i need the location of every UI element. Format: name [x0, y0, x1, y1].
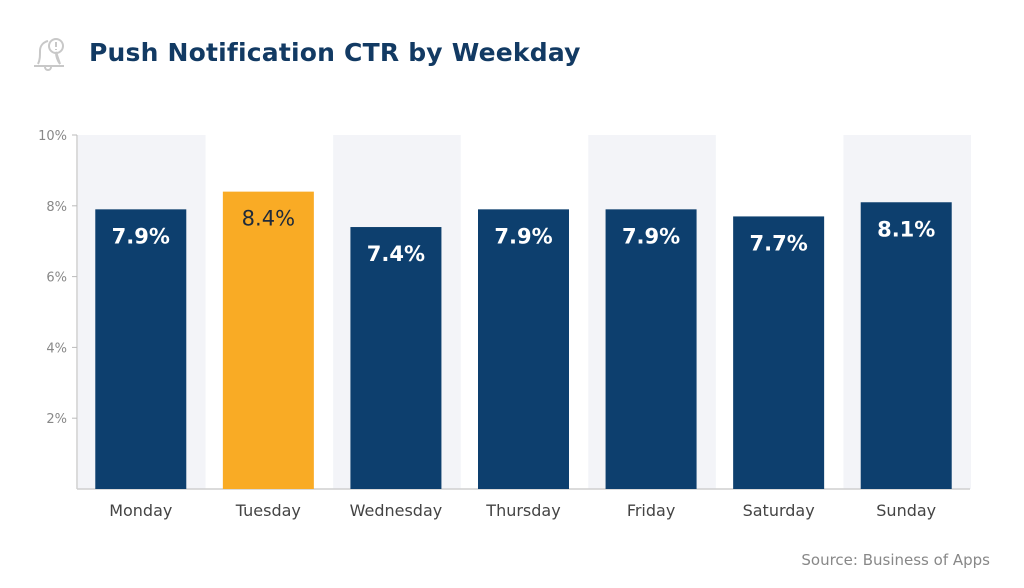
x-tick-label: Friday — [627, 501, 676, 520]
bar-saturday — [733, 216, 825, 490]
x-tick-label: Monday — [109, 501, 172, 520]
data-label: 7.4% — [367, 242, 425, 266]
data-label: 7.9% — [622, 224, 680, 248]
bar-wednesday — [350, 227, 442, 490]
bell-alert-icon — [30, 34, 70, 80]
x-tick-label: Sunday — [876, 501, 936, 520]
data-label: 8.4% — [242, 207, 295, 231]
y-tick-label: 6% — [46, 271, 67, 286]
x-tick-label: Wednesday — [350, 501, 443, 520]
data-label: 8.1% — [877, 217, 935, 241]
bar-monday — [95, 209, 187, 489]
data-label: 7.9% — [494, 224, 552, 248]
x-tick-label: Tuesday — [235, 501, 301, 520]
x-tick-label: Thursday — [485, 501, 560, 520]
y-tick-label: 8% — [46, 200, 67, 215]
y-tick-label: 2% — [46, 412, 67, 427]
bar-sunday — [860, 202, 952, 489]
bar-friday — [605, 209, 697, 489]
data-label: 7.7% — [750, 231, 808, 255]
y-tick-label: 4% — [46, 341, 67, 356]
x-tick-label: Saturday — [743, 501, 815, 520]
bar-thursday — [478, 209, 569, 489]
chart-title: Push Notification CTR by Weekday — [89, 38, 581, 67]
data-label: 7.9% — [112, 224, 170, 248]
bar-tuesday — [222, 191, 314, 489]
source-note: Source: Business of Apps — [801, 551, 990, 569]
y-tick-label: 10% — [38, 129, 67, 144]
